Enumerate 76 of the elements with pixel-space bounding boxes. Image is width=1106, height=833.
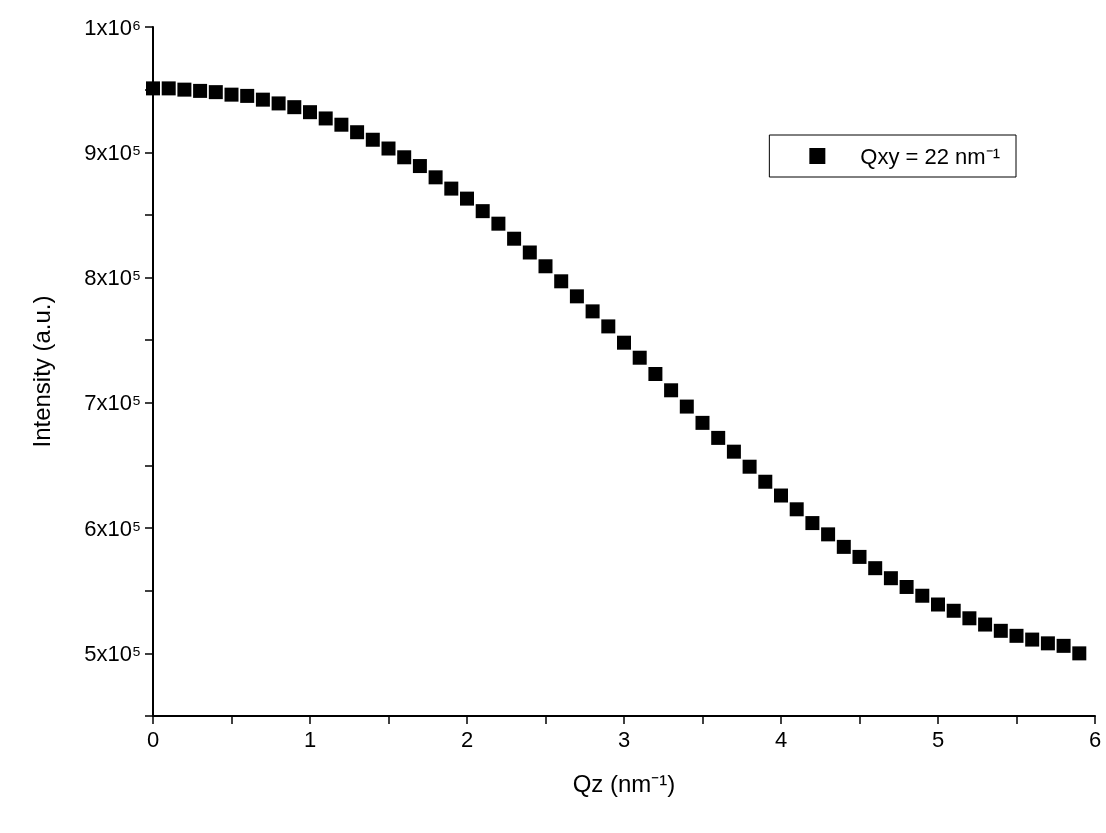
y-tick-label: 6x10⁵	[84, 515, 141, 541]
point	[428, 170, 443, 185]
point	[381, 141, 396, 156]
point	[224, 87, 239, 102]
point	[711, 430, 726, 445]
point	[146, 81, 160, 96]
x-axis-title: Qz (nm⁻¹)	[572, 769, 676, 797]
point	[883, 571, 898, 586]
point	[350, 125, 365, 140]
point	[617, 335, 631, 350]
point	[695, 415, 710, 430]
point	[460, 191, 474, 206]
point	[946, 603, 961, 618]
y-tick-label: 5x10⁵	[84, 640, 141, 666]
point	[397, 150, 412, 165]
point	[868, 561, 883, 576]
point	[1025, 632, 1040, 647]
legend-label: Qxy = 22 nm⁻¹	[860, 143, 1000, 169]
point	[271, 96, 286, 111]
x-tick-label: 6	[1088, 726, 1102, 752]
point	[444, 181, 459, 196]
point	[255, 92, 270, 107]
point	[538, 259, 553, 274]
point	[1009, 628, 1024, 643]
point	[585, 304, 600, 319]
point	[193, 83, 208, 98]
point	[742, 459, 757, 474]
point	[1056, 638, 1071, 653]
point	[507, 231, 522, 246]
point	[931, 597, 945, 612]
point	[177, 82, 192, 97]
y-tick-label: 9x10⁵	[84, 139, 141, 165]
x-tick-label: 0	[146, 726, 160, 752]
point	[554, 274, 569, 289]
x-tick-label: 3	[617, 726, 631, 752]
x-tick-label: 5	[931, 726, 945, 752]
point	[852, 549, 867, 564]
x-tick-label: 2	[460, 726, 474, 752]
point	[726, 444, 741, 459]
point	[303, 105, 317, 120]
point	[475, 204, 490, 219]
point	[805, 516, 820, 531]
point	[601, 319, 616, 334]
point	[240, 88, 255, 103]
point	[836, 539, 851, 554]
y-tick-label: 7x10⁵	[84, 390, 141, 416]
y-tick-label: 8x10⁵	[84, 265, 141, 291]
point	[758, 474, 773, 489]
point	[789, 502, 804, 517]
point	[899, 579, 914, 594]
point	[915, 588, 930, 603]
point	[208, 85, 223, 100]
point	[993, 623, 1008, 638]
point	[1040, 636, 1055, 651]
point	[365, 132, 380, 147]
point	[334, 117, 349, 132]
point	[821, 527, 836, 542]
point	[569, 289, 584, 304]
point	[287, 100, 302, 115]
y-axis-title: Intensity (a.u.)	[27, 295, 55, 448]
point	[491, 216, 506, 231]
point	[318, 111, 333, 126]
point	[774, 488, 788, 503]
y-tick-label: 1x10⁶	[84, 14, 141, 40]
point	[648, 367, 663, 382]
point	[679, 399, 694, 414]
point	[161, 81, 176, 96]
point	[1072, 646, 1087, 661]
x-tick-label: 4	[774, 726, 788, 752]
point	[632, 350, 647, 365]
point	[412, 159, 427, 174]
point	[664, 383, 679, 398]
point	[962, 611, 977, 626]
point	[978, 617, 993, 632]
point	[522, 245, 537, 260]
x-tick-label: 1	[303, 726, 317, 752]
